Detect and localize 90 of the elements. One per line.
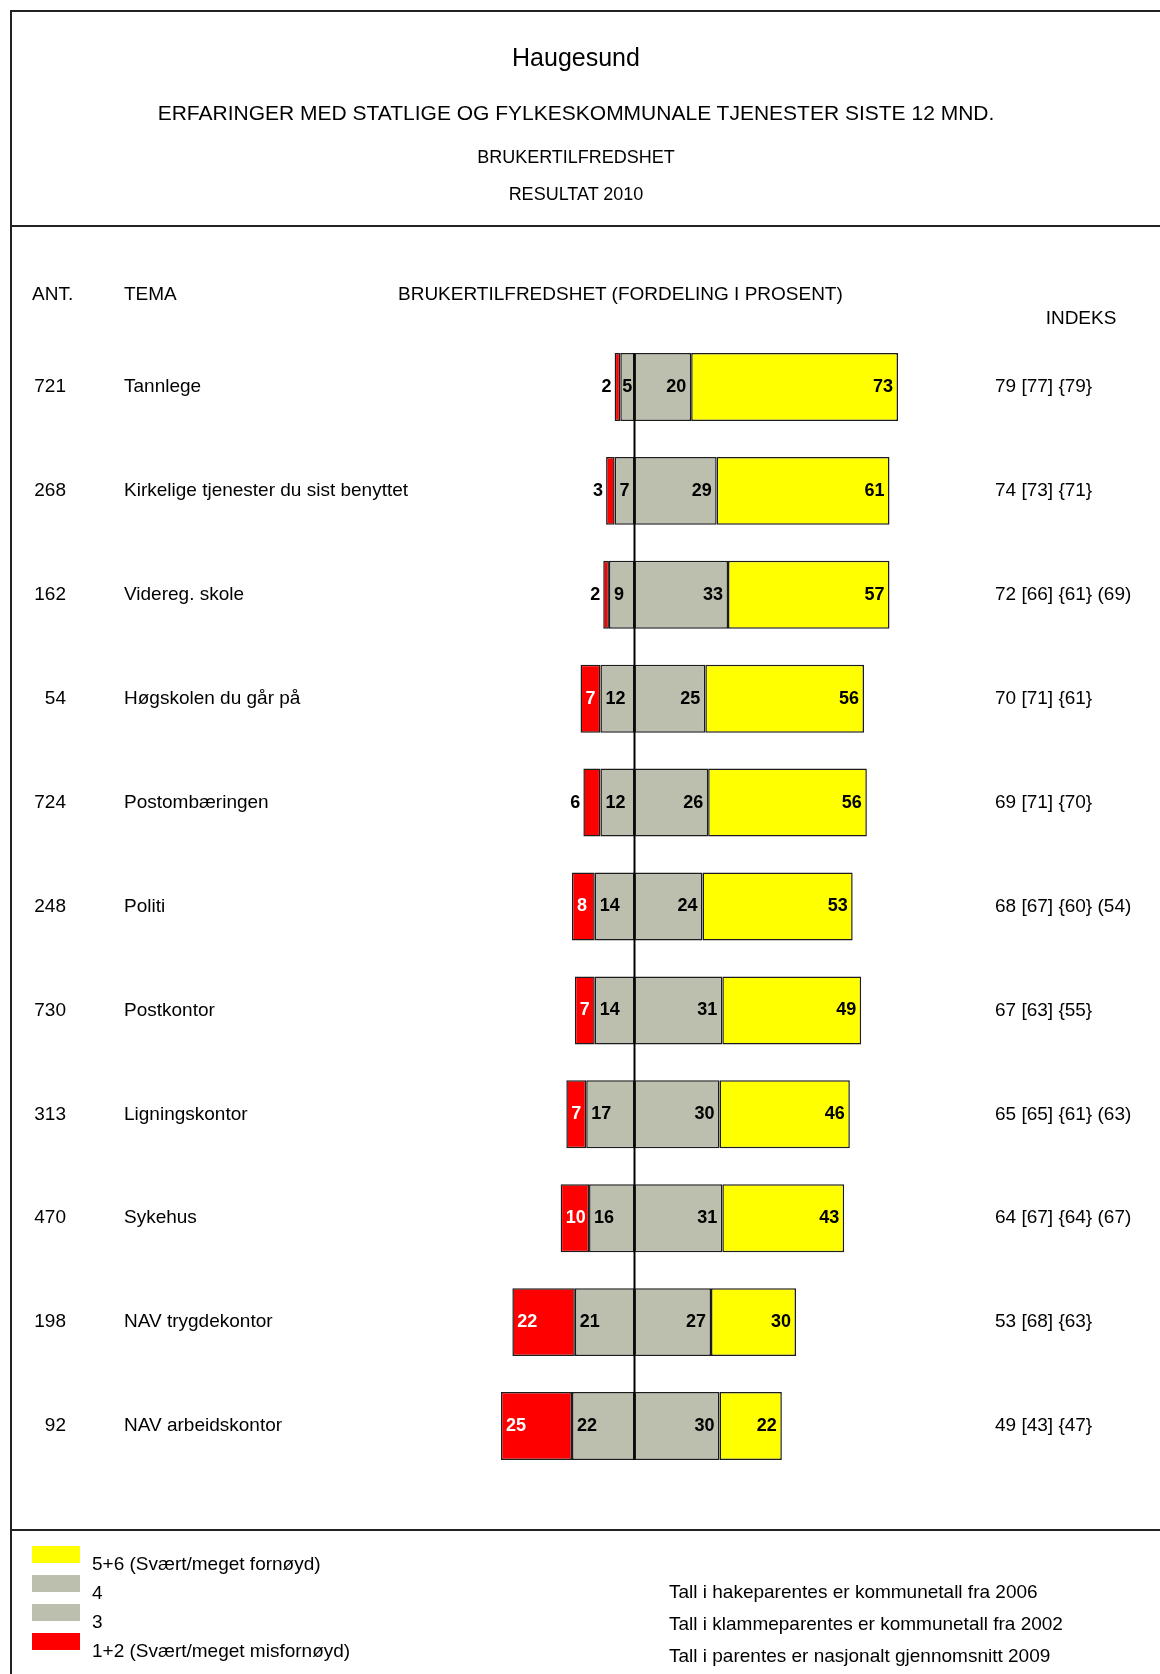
data-label: 14 <box>599 999 620 1020</box>
text: 721 <box>34 375 66 397</box>
text: INDEKS <box>1045 306 1117 328</box>
text: 49 [43] {47} <box>995 1414 1093 1436</box>
text: 69 [71] {70} <box>995 790 1093 812</box>
data-label: 31 <box>697 999 718 1020</box>
data-label: 16 <box>594 1207 615 1228</box>
data-label: 14 <box>599 895 620 916</box>
data-label: 24 <box>677 895 698 916</box>
text: 64 [67] {64} (67) <box>995 1206 1132 1228</box>
data-label: 56 <box>841 791 862 812</box>
data-label: 20 <box>666 375 687 396</box>
data-label: 29 <box>691 479 712 500</box>
data-label: 10 <box>565 1207 586 1228</box>
text: 198 <box>34 1310 66 1332</box>
text: 268 <box>34 479 66 501</box>
text: 53 [68] {63} <box>995 1310 1093 1332</box>
data-label: 17 <box>591 1103 612 1124</box>
text: 92 <box>44 1414 66 1436</box>
data-label: 46 <box>824 1103 845 1124</box>
data-label: 22 <box>517 1311 538 1332</box>
data-label: 8 <box>577 895 588 916</box>
text: 162 <box>34 583 66 605</box>
data-label: 49 <box>836 999 857 1020</box>
data-label: 22 <box>577 1415 598 1436</box>
text: 313 <box>34 1102 66 1124</box>
y-tick-label: Sykehus <box>124 1206 197 1228</box>
data-label: 12 <box>605 687 626 708</box>
data-label: 3 <box>593 479 604 500</box>
y-tick-label: Ligningskontor <box>124 1102 249 1124</box>
data-label: 25 <box>680 687 701 708</box>
text: Tall i klammeparentes er kommunetall fra 2002 <box>669 1613 1063 1634</box>
data-label: 7 <box>579 999 590 1020</box>
y-tick-label: Postkontor <box>124 998 216 1020</box>
y-tick-label: Politi <box>124 894 166 916</box>
data-label: 2 <box>590 583 601 604</box>
data-label: 43 <box>819 1207 840 1228</box>
data-label: 7 <box>571 1103 582 1124</box>
text: 70 [71] {61} <box>995 686 1093 708</box>
data-label: 30 <box>694 1103 715 1124</box>
legend-label: 5+6 (Svært/meget fornøyd) <box>92 1553 321 1574</box>
data-label: 21 <box>579 1311 600 1332</box>
data-label: 61 <box>864 479 885 500</box>
y-tick-label: Kirkelige tjenester du sist benyttet <box>124 479 409 501</box>
y-tick-label: Tannlege <box>124 375 202 397</box>
chart-subtitle: ERFARINGER MED STATLIGE OG FYLKESKOMMUNALE TJENESTER SISTE 12 MND. BRUKERTILFREDSHET RESULTAT 2010 <box>157 100 995 204</box>
text: 470 <box>34 1206 66 1228</box>
text: 65 [65] {61} (63) <box>995 1102 1132 1124</box>
data-label: 53 <box>827 895 848 916</box>
data-label: 2 <box>601 375 612 396</box>
legend-label: 3 <box>92 1611 103 1632</box>
data-label: 7 <box>619 479 630 500</box>
data-label: 30 <box>694 1415 715 1436</box>
data-label: 7 <box>585 687 596 708</box>
y-tick-label: NAV trygdekontor <box>124 1310 274 1332</box>
text: 730 <box>34 998 66 1020</box>
text: 68 [67] {60} (54) <box>995 894 1132 916</box>
text: 724 <box>34 790 67 812</box>
text: 72 [66] {61} (69) <box>995 583 1132 605</box>
data-label: 22 <box>756 1415 777 1436</box>
data-label: 27 <box>685 1311 706 1332</box>
text: Tall i parentes er nasjonalt gjennomsnitt 2009 <box>669 1645 1051 1666</box>
text: ANT. <box>32 282 74 304</box>
y-tick-label: Videreg. skole <box>124 583 245 605</box>
text: 79 [77] {79} <box>995 375 1093 397</box>
data-label: 6 <box>570 791 581 812</box>
data-label: 33 <box>702 583 723 604</box>
data-label: 12 <box>605 791 626 812</box>
text: 74 [73] {71} <box>995 479 1093 501</box>
legend-label: 1+2 (Svært/meget misfornøyd) <box>92 1640 351 1661</box>
y-axis-title: TEMA <box>124 282 177 304</box>
data-label: 56 <box>838 687 859 708</box>
x-axis-title: BRUKERTILFREDSHET (FORDELING I PROSENT) <box>398 282 843 304</box>
data-label: 26 <box>683 791 704 812</box>
data-label: 30 <box>770 1311 791 1332</box>
chart-title: Haugesund <box>512 42 640 71</box>
y-tick-label: Postombæringen <box>124 790 269 812</box>
data-label: 5 <box>622 375 633 396</box>
data-label: 73 <box>872 375 893 396</box>
data-label: 25 <box>506 1415 527 1436</box>
text: 54 <box>44 686 67 708</box>
data-label: 57 <box>864 583 885 604</box>
data-label: 31 <box>697 1207 718 1228</box>
legend-label: 4 <box>92 1582 103 1603</box>
text: 248 <box>34 894 66 916</box>
y-tick-label: Høgskolen du går på <box>124 686 301 708</box>
data-label: 9 <box>613 583 624 604</box>
text: Tall i hakeparentes er kommunetall fra 2006 <box>669 1581 1038 1602</box>
y-tick-label: NAV arbeidskontor <box>124 1414 283 1436</box>
text: 67 [63] {55} <box>995 998 1093 1020</box>
